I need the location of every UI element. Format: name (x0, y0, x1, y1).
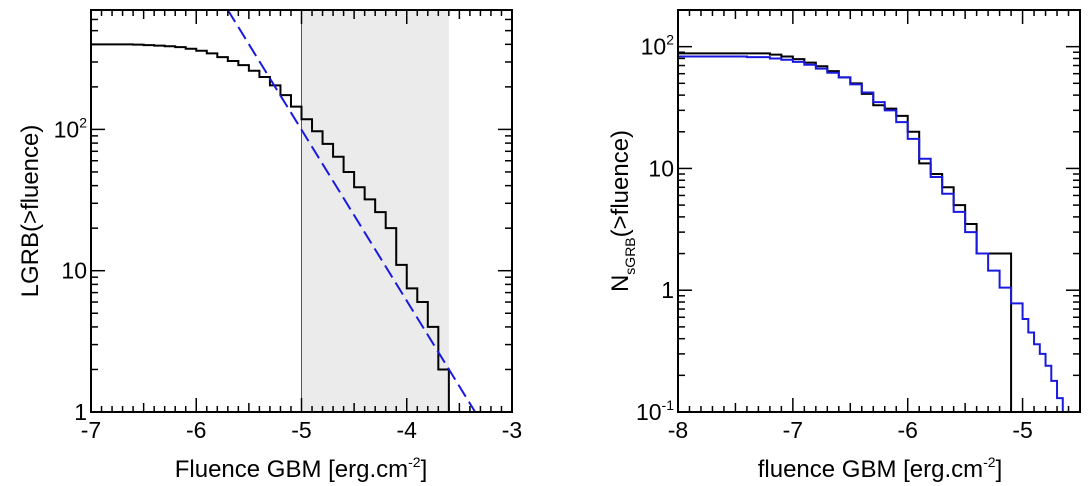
x-tick-label: -7 (81, 417, 101, 443)
x-tick-label: -3 (502, 417, 522, 443)
x-tick-label: -5 (291, 417, 311, 443)
x-tick-label: -6 (897, 417, 917, 443)
y-tick-label: 1 (661, 277, 674, 303)
x-tick-label: -6 (186, 417, 206, 443)
plot-frame (677, 9, 1081, 413)
series-line-1 (678, 52, 1013, 412)
x-tick-label: -8 (668, 417, 688, 443)
chart-panel-2: -8 -7 -6 -5 10-1 1 10 102 fluence GBM [erg.cm-2]… (607, 9, 1081, 483)
x-tick-label: -7 (783, 417, 803, 443)
series-line-2 (678, 55, 1064, 412)
x-axis-title: fluence GBM [erg.cm-2] (758, 454, 1003, 483)
series-line-1 (91, 43, 512, 413)
y-axis-title: NsGRB(>fluence) (607, 130, 638, 292)
chart-panel-1: -7 -6 -5 -4 -3 1 10 102 Fluence GBM [erg.cm-2] LG… (17, 9, 522, 483)
x-axis-title: Fluence GBM [erg.cm-2] (175, 454, 428, 483)
y-axis-title: LGRB(>fluence) (17, 125, 44, 298)
x-tick-label: -5 (1012, 417, 1032, 443)
y-tick-label: 10 (648, 155, 674, 181)
y-tick-label: 10 (61, 258, 87, 284)
x-tick-label: -4 (397, 417, 418, 443)
y-tick-label: 1 (74, 399, 87, 425)
y-tick-label: 102 (54, 114, 88, 142)
y-tick-label: 10-1 (636, 397, 674, 425)
y-tick-label: 102 (641, 32, 675, 60)
